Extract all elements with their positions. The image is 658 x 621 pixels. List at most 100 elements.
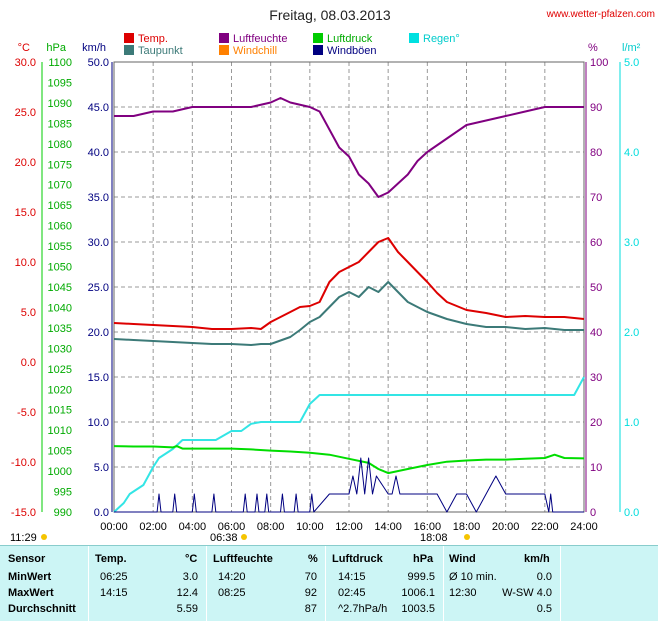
tick-label-pressure: 1005 — [48, 446, 72, 458]
stats-cell-hum-val: 87 — [304, 603, 317, 615]
col-divider — [325, 546, 326, 621]
tick-label-humidity: 50 — [590, 282, 602, 294]
stats-cell-label: Durchschnitt — [8, 603, 76, 615]
plot-frame — [113, 61, 585, 513]
tick-label-time: 12:00 — [335, 521, 363, 533]
tick-label-humidity: 60 — [590, 237, 602, 249]
tick-label-temp: 15.0 — [15, 207, 36, 219]
stats-header-press-unit: hPa — [413, 553, 434, 565]
tick-label-wind: 25.0 — [88, 282, 109, 294]
tick-label-temp: 10.0 — [15, 257, 36, 269]
legend: Temp. Taupunkt Luftfeuchte Windchill Luf… — [124, 33, 460, 57]
stats-header-temp: Temp. — [95, 553, 127, 565]
stats-header-wind-unit: km/h — [524, 553, 550, 565]
tick-label-time: 10:00 — [296, 521, 324, 533]
tick-label-temp: 20.0 — [15, 157, 36, 169]
tick-label-pressure: 1040 — [48, 302, 72, 314]
stats-header-press: Luftdruck — [332, 553, 383, 565]
tick-label-pressure: 1070 — [48, 180, 72, 192]
tick-label-pressure: 1015 — [48, 405, 72, 417]
tick-label-time: 04:00 — [179, 521, 207, 533]
tick-label-pressure: 1020 — [48, 384, 72, 396]
tick-label-pressure: 1055 — [48, 241, 72, 253]
tick-label-pressure: 1000 — [48, 466, 72, 478]
stats-cell-press-val: 1003.5 — [401, 603, 435, 615]
tick-label-time: 14:00 — [374, 521, 402, 533]
legend-swatch-rain — [409, 33, 419, 43]
stats-cell-wind-time: 12:30 — [449, 587, 477, 599]
legend-label-rain: Regen° — [423, 33, 460, 45]
stats-cell-hum-val: 92 — [304, 587, 317, 599]
tick-label-pressure: 1075 — [48, 159, 72, 171]
axis-unit-rain: l/m² — [622, 42, 641, 54]
site-link[interactable]: www.wetter-pfalzen.com — [546, 9, 655, 20]
legend-label-gusts: Windböen — [327, 45, 377, 57]
stats-cell-wind-val: 0.5 — [536, 603, 552, 615]
tick-label-wind: 15.0 — [88, 372, 109, 384]
tick-label-wind: 5.0 — [94, 462, 109, 474]
tick-label-time: 18:00 — [453, 521, 481, 533]
stats-header-wind: Wind — [449, 553, 476, 565]
tick-label-pressure: 1035 — [48, 323, 72, 335]
stats-cell-temp-val: 12.4 — [176, 587, 198, 599]
stats-cell-press-val: 999.5 — [407, 571, 435, 583]
sunset-time: 18:08 — [420, 532, 448, 544]
tick-label-temp: 25.0 — [15, 107, 36, 119]
tick-label-time: 08:00 — [257, 521, 285, 533]
tick-label-wind: 10.0 — [88, 417, 109, 429]
stats-cell-temp-val: 3.0 — [182, 571, 198, 583]
legend-label-temp: Temp. — [138, 33, 168, 45]
tick-label-rain: 0.0 — [624, 507, 639, 519]
legend-swatch-temp — [124, 33, 134, 43]
legend-swatch-gusts — [313, 45, 323, 55]
stats-cell-press-time: ^2.7hPa/h — [338, 603, 388, 615]
moon-time: 11:29 — [10, 532, 37, 544]
col-divider — [560, 546, 561, 621]
tick-label-humidity: 80 — [590, 147, 602, 159]
tick-label-humidity: 40 — [590, 327, 602, 339]
tick-label-wind: 0.0 — [94, 507, 109, 519]
stats-header-sensor: Sensor — [8, 553, 46, 565]
stats-cell-temp-time: 06:25 — [100, 571, 128, 583]
tick-label-time: 24:00 — [570, 521, 598, 533]
axes: 30.0 25.0 20.0 15.0 10.0 5.0 0.0 -5.0 -10.0 -15.0… — [11, 57, 639, 533]
tick-label-pressure: 1045 — [48, 282, 72, 294]
stats-cell-hum-val: 70 — [304, 571, 317, 583]
stats-cell-press-time: 02:45 — [338, 587, 366, 599]
tick-label-wind: 35.0 — [88, 192, 109, 204]
stats-cell-wind-time: Ø 10 min. — [449, 571, 497, 583]
tick-label-humidity: 10 — [590, 462, 602, 474]
chart-title: Freitag, 08.03.2013 — [269, 7, 391, 23]
col-divider — [206, 546, 207, 621]
tick-label-wind: 45.0 — [88, 102, 109, 114]
legend-swatch-humidity — [219, 33, 229, 43]
legend-label-dewpoint: Taupunkt — [138, 45, 183, 57]
tick-label-temp: -15.0 — [11, 507, 36, 519]
tick-label-rain: 4.0 — [624, 147, 639, 159]
col-divider — [88, 546, 89, 621]
tick-label-pressure: 1010 — [48, 425, 72, 437]
tick-label-time: 06:00 — [218, 521, 246, 533]
legend-swatch-dewpoint — [124, 45, 134, 55]
tick-label-humidity: 70 — [590, 192, 602, 204]
stats-cell-press-time: 14:15 — [338, 571, 366, 583]
stats-cell-wind-val: W-SW 4.0 — [502, 587, 552, 599]
tick-label-rain: 2.0 — [624, 327, 639, 339]
stats-cell-hum-time: 08:25 — [218, 587, 246, 599]
tick-label-humidity: 90 — [590, 102, 602, 114]
axis-unit-wind: km/h — [82, 42, 106, 54]
tick-label-time: 16:00 — [414, 521, 442, 533]
series-line-taupunkt — [113, 281, 584, 346]
legend-label-windchill: Windchill — [233, 45, 277, 57]
series-line-temp — [113, 237, 585, 330]
stats-header-hum: Luftfeuchte — [213, 553, 273, 565]
tick-label-humidity: 30 — [590, 372, 602, 384]
tick-label-rain: 1.0 — [624, 417, 639, 429]
tick-label-humidity: 0 — [590, 507, 596, 519]
series-line-luftdruck — [113, 445, 585, 475]
tick-label-time: 00:00 — [100, 521, 128, 533]
weather-chart: Freitag, 08.03.2013 www.wetter-pfalzen.c… — [10, 7, 655, 544]
tick-label-time: 20:00 — [492, 521, 520, 533]
tick-label-temp: 0.0 — [21, 357, 36, 369]
col-divider — [443, 546, 444, 621]
